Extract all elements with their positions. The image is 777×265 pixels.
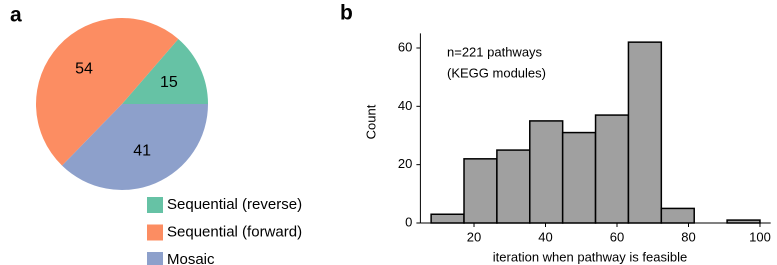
x-tick-label: 80 — [681, 229, 695, 244]
panel-label: a — [10, 4, 22, 27]
legend-label: Sequential (forward) — [167, 223, 302, 240]
x-tick-label: 60 — [610, 229, 624, 244]
y-tick-label: 20 — [398, 156, 412, 171]
bar — [430, 213, 465, 224]
y-tick-label: 40 — [398, 98, 412, 113]
x-tick-label: 100 — [749, 229, 771, 244]
bar — [660, 207, 695, 224]
legend-label: Sequential (reverse) — [167, 196, 302, 213]
x-tick-label: 40 — [538, 229, 552, 244]
bar — [463, 158, 498, 224]
pie-slice — [35, 17, 179, 166]
slice-label: 54 — [75, 60, 93, 77]
bar — [594, 114, 630, 224]
slice-label: 15 — [160, 74, 178, 91]
legend-swatch — [147, 224, 163, 241]
bar — [496, 149, 531, 224]
x-axis-label: iteration when pathway is feasible — [493, 249, 687, 264]
legend-swatch — [147, 252, 163, 265]
x-tick-label: 20 — [467, 229, 481, 244]
y-tick-label: 0 — [405, 214, 412, 229]
legend-label: Mosaic — [167, 251, 215, 265]
annotation: (KEGG modules) — [447, 65, 546, 80]
bar — [529, 120, 564, 224]
bar — [561, 131, 597, 224]
panel-label: b — [340, 2, 353, 25]
legend-swatch — [147, 197, 163, 213]
pie-slice — [122, 39, 208, 104]
slice-label: 41 — [133, 143, 151, 160]
pie-slice — [62, 104, 208, 191]
bar — [627, 41, 663, 224]
annotation: n=221 pathways — [447, 44, 543, 59]
y-axis-label: Count — [363, 104, 378, 139]
y-tick-label: 60 — [398, 39, 412, 54]
